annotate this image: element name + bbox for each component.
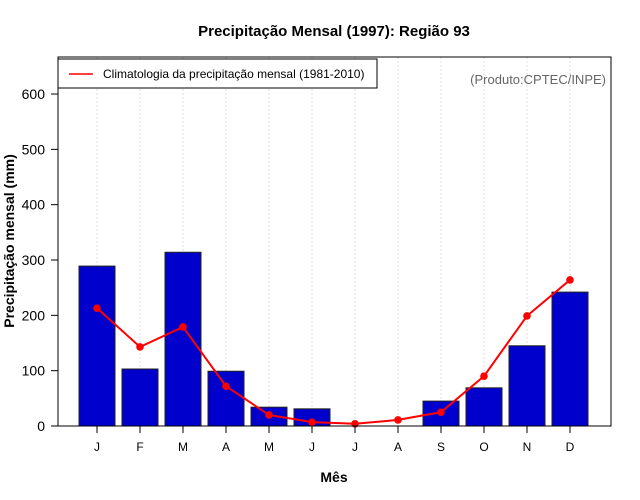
legend-box	[57, 58, 378, 89]
y-tick-label: 100	[22, 363, 46, 379]
grid	[96, 57, 571, 426]
line-point	[222, 382, 230, 390]
bar	[164, 251, 202, 427]
line-point	[566, 276, 574, 284]
bar	[121, 368, 159, 427]
bar	[207, 370, 245, 427]
y-tick-label: 500	[22, 141, 46, 157]
line-point	[93, 304, 101, 312]
x-tick-label: A	[222, 440, 230, 454]
y-axis-label: Precipitação mensal (mm)	[1, 154, 17, 328]
line-path	[96, 279, 571, 425]
plot-frame	[57, 56, 612, 427]
line-point	[265, 411, 273, 419]
y-tick-label: 300	[22, 252, 46, 268]
x-tick-label: M	[264, 440, 274, 454]
y-tick-label: 600	[22, 86, 46, 102]
x-tick-label: J	[352, 440, 358, 454]
x-tick-label: M	[178, 440, 188, 454]
line-point	[394, 416, 402, 424]
x-tick-label: D	[566, 440, 575, 454]
y-tick-label: 0	[37, 418, 45, 434]
line-point	[437, 408, 445, 416]
bar	[78, 265, 116, 427]
line-point	[136, 343, 144, 351]
x-tick-label: J	[309, 440, 315, 454]
x-axis-label: Mês	[320, 469, 347, 485]
credit-annotation: (Produto:CPTEC/INPE)	[470, 72, 606, 87]
legend: Climatologia da precipitação mensal (198…	[57, 58, 378, 89]
x-tick-label: N	[523, 440, 532, 454]
x-tick-label: A	[394, 440, 402, 454]
bar	[508, 345, 546, 427]
legend-entry: Climatologia da precipitação mensal (198…	[103, 67, 364, 81]
bar	[465, 387, 503, 427]
y-tick-label: 400	[22, 197, 46, 213]
x-tick-label: F	[136, 440, 143, 454]
y-tick-label: 200	[22, 307, 46, 323]
bar	[551, 291, 589, 427]
x-tick-label: J	[94, 440, 100, 454]
bars	[78, 251, 589, 427]
x-tick-label: S	[437, 440, 445, 454]
line-point	[308, 418, 316, 426]
line-point	[480, 372, 488, 381]
chart-title: Precipitação Mensal (1997): Região 93	[198, 23, 470, 40]
line-point	[179, 323, 187, 331]
y-axis: 0 100 200 300 400 500 600	[22, 86, 58, 434]
x-tick-label: O	[479, 440, 488, 454]
line-point	[523, 312, 531, 320]
